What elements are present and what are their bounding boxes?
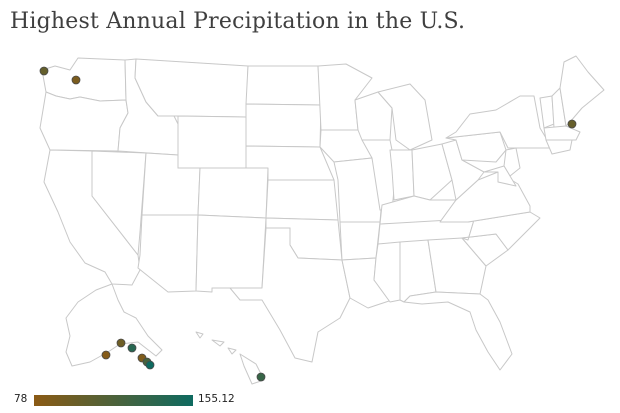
station-marker-ak-1[interactable] xyxy=(101,350,111,360)
station-marker-nh-mt-washington[interactable] xyxy=(567,119,577,129)
station-marker-hi-maui[interactable] xyxy=(256,372,266,382)
state-oregon xyxy=(39,91,129,152)
legend-color-bar xyxy=(34,395,193,406)
state-nevada xyxy=(91,150,147,256)
state-connecticut-ri xyxy=(545,139,573,155)
state-massachusetts xyxy=(543,125,581,141)
state-delaware-maryland xyxy=(483,165,517,187)
station-marker-wa-cascades[interactable] xyxy=(71,75,81,85)
state-georgia xyxy=(427,237,487,295)
station-marker-ak-6[interactable] xyxy=(145,360,155,370)
state-florida xyxy=(403,291,513,371)
state-washington xyxy=(41,57,127,102)
station-marker-wa-olympic[interactable] xyxy=(39,66,49,76)
state-north-dakota xyxy=(245,65,322,106)
state-alaska xyxy=(65,283,163,367)
legend-min-label: 78 xyxy=(14,393,28,405)
state-arizona xyxy=(137,214,199,293)
state-arkansas xyxy=(339,221,381,261)
state-boundaries xyxy=(39,55,605,385)
state-michigan xyxy=(377,83,433,151)
state-colorado xyxy=(197,167,269,219)
station-markers xyxy=(39,66,577,382)
state-indiana xyxy=(389,149,415,201)
state-kansas xyxy=(265,179,339,221)
state-maine xyxy=(559,55,605,127)
state-new-jersey xyxy=(503,147,521,177)
state-montana xyxy=(134,58,249,118)
map-title: Highest Annual Precipitation in the U.S. xyxy=(10,9,466,34)
state-texas xyxy=(229,227,351,363)
station-marker-ak-2[interactable] xyxy=(116,338,126,348)
state-hawaii xyxy=(195,331,265,385)
legend-max-label: 155.12 xyxy=(198,393,235,405)
station-marker-ak-3[interactable] xyxy=(127,343,137,353)
state-south-dakota xyxy=(245,103,322,148)
state-wyoming xyxy=(177,115,247,169)
state-new-mexico xyxy=(195,214,267,293)
state-ohio xyxy=(411,143,453,201)
state-north-carolina xyxy=(461,211,541,251)
